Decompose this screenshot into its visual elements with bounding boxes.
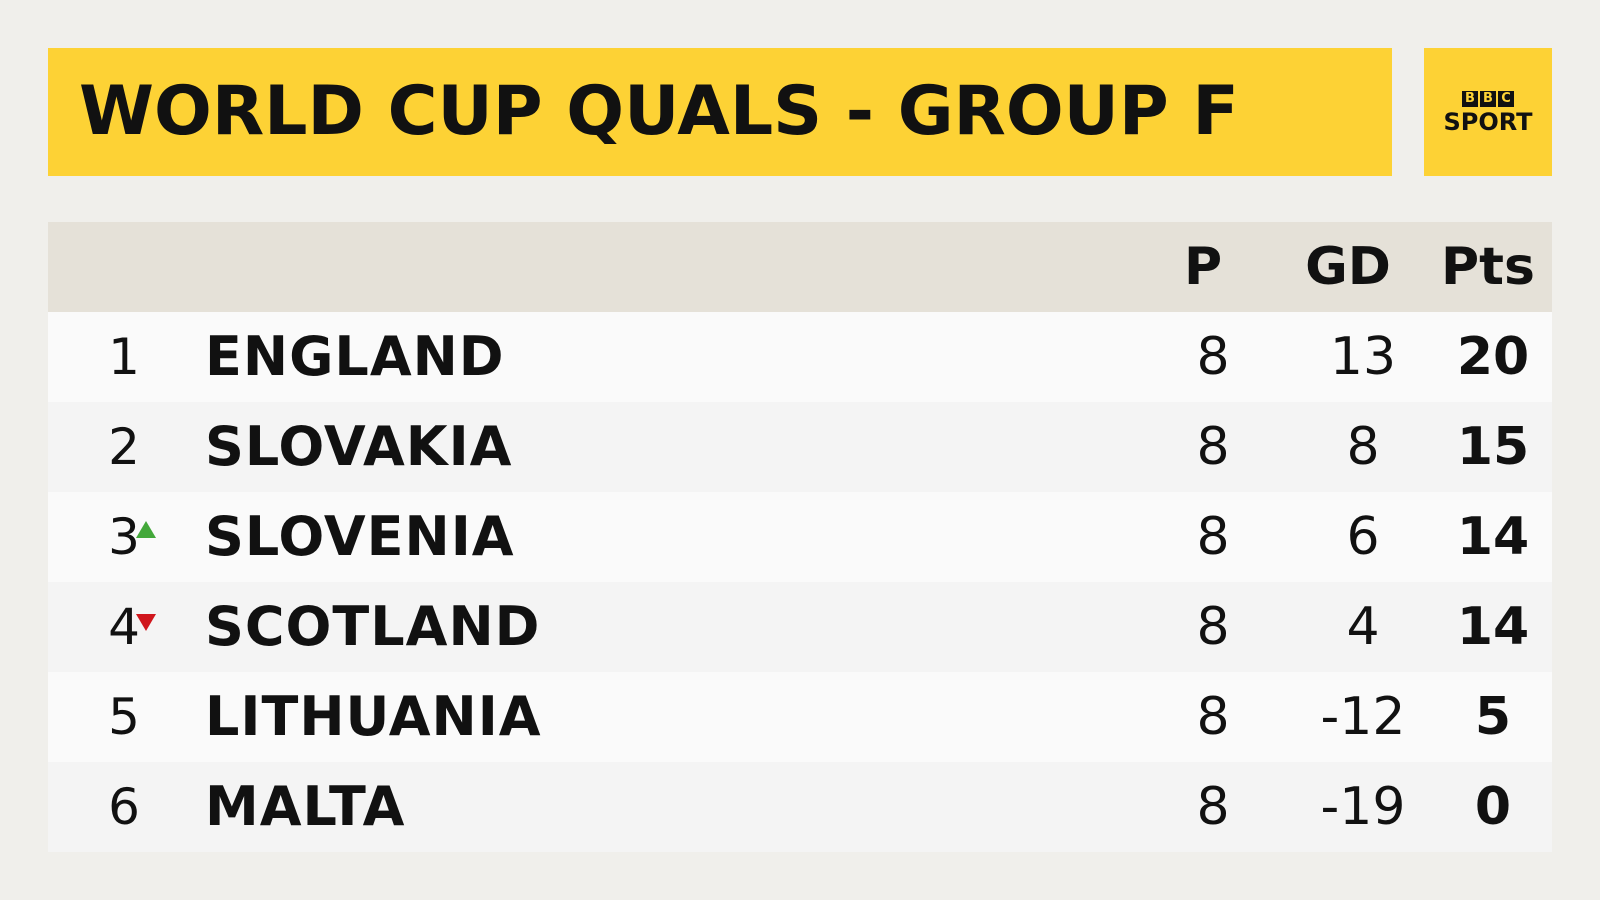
team-name: LITHUANIA — [205, 685, 542, 748]
table-row: 1 ENGLAND 8 13 20 — [48, 312, 1552, 402]
bbc-letter-b2: B — [1480, 90, 1496, 107]
position: 3 — [108, 508, 140, 566]
table-header: P GD Pts — [48, 222, 1552, 312]
triangle-down-icon — [136, 582, 156, 672]
table-row: 4 SCOTLAND 8 4 14 — [48, 582, 1552, 672]
played: 8 — [1196, 327, 1230, 387]
played: 8 — [1196, 507, 1230, 567]
goal-difference: 6 — [1346, 507, 1380, 567]
position: 2 — [108, 418, 140, 476]
played: 8 — [1196, 417, 1230, 477]
header-goal-difference: GD — [1305, 237, 1391, 297]
goal-difference: 8 — [1346, 417, 1380, 477]
bbc-letter-b1: B — [1462, 90, 1478, 107]
standings-table: P GD Pts 1 ENGLAND 8 13 20 2 SLOVAKIA 8 … — [48, 222, 1552, 852]
points: 15 — [1456, 417, 1530, 477]
team-name: ENGLAND — [205, 325, 505, 388]
points: 14 — [1456, 597, 1530, 657]
played: 8 — [1196, 687, 1230, 747]
bbc-sport-logo: B B C SPORT — [1424, 48, 1552, 176]
bbc-letter-c: C — [1498, 90, 1514, 107]
points: 20 — [1456, 327, 1530, 387]
goal-difference: 13 — [1329, 327, 1397, 387]
table-row: 2 SLOVAKIA 8 8 15 — [48, 402, 1552, 492]
position: 6 — [108, 778, 140, 836]
played: 8 — [1196, 597, 1230, 657]
title-bar: WORLD CUP QUALS - GROUP F — [48, 48, 1392, 176]
team-name: SCOTLAND — [205, 595, 541, 658]
header-points: Pts — [1441, 237, 1535, 297]
goal-difference: -19 — [1320, 777, 1406, 837]
goal-difference: -12 — [1320, 687, 1406, 747]
position: 1 — [108, 328, 140, 386]
table-row: 6 MALTA 8 -19 0 — [48, 762, 1552, 852]
played: 8 — [1196, 777, 1230, 837]
team-name: SLOVAKIA — [205, 415, 513, 478]
table-row: 3 SLOVENIA 8 6 14 — [48, 492, 1552, 582]
points: 0 — [1474, 777, 1512, 837]
position: 5 — [108, 688, 140, 746]
team-name: SLOVENIA — [205, 505, 515, 568]
triangle-up-icon — [136, 492, 156, 582]
team-name: MALTA — [205, 775, 406, 838]
bbc-wordmark: B B C — [1462, 90, 1514, 107]
position: 4 — [108, 598, 140, 656]
points: 5 — [1474, 687, 1512, 747]
goal-difference: 4 — [1346, 597, 1380, 657]
page-title: WORLD CUP QUALS - GROUP F — [79, 72, 1239, 151]
points: 14 — [1456, 507, 1530, 567]
header-played: P — [1183, 237, 1223, 297]
sport-wordmark: SPORT — [1443, 107, 1533, 136]
table-row: 5 LITHUANIA 8 -12 5 — [48, 672, 1552, 762]
